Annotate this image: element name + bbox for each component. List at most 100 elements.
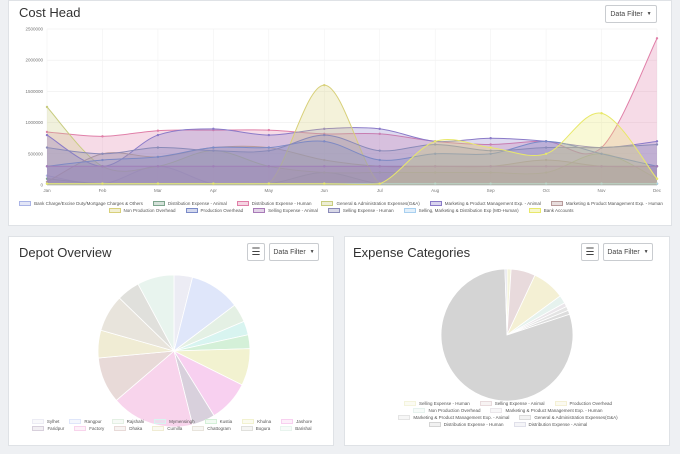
legend-label: Rangpur xyxy=(84,419,102,424)
expense-legend-item[interactable]: Production Overhead xyxy=(554,401,612,406)
data-point xyxy=(544,158,548,162)
depot-legend-item[interactable]: Jashore xyxy=(281,419,312,424)
data-point xyxy=(45,177,49,180)
legend-label: Non Production Overhead xyxy=(123,208,176,213)
cost-head-legend-item[interactable]: Selling Expense - Human xyxy=(327,208,394,213)
depot-legend-item[interactable]: Barishal xyxy=(280,426,312,431)
y-tick-label: 2500000 xyxy=(25,27,43,32)
series-line xyxy=(46,140,658,167)
legend-swatch xyxy=(398,415,411,420)
data-point xyxy=(45,133,49,137)
data-point xyxy=(45,174,49,177)
depot-legend-item[interactable]: Factory xyxy=(74,426,104,431)
depot-legend-item[interactable]: Cumilla xyxy=(152,426,182,431)
data-point xyxy=(544,146,548,149)
data-point xyxy=(489,152,492,155)
cost-head-legend-item[interactable]: Selling, Marketing & Distribution Exp (M… xyxy=(403,208,519,213)
cost-head-legend-item[interactable]: Distribution Expense - Animal xyxy=(152,201,227,206)
legend-swatch xyxy=(428,422,441,427)
expense-legend-item[interactable]: Marketing & Product Management Exp. - Hu… xyxy=(490,408,603,413)
cost-head-legend-item[interactable]: Selling Expense - Animal xyxy=(253,208,318,213)
depot-legend-item[interactable]: Faridpur xyxy=(32,426,64,431)
expense-legend-item[interactable]: Distribution Expense - Human xyxy=(428,422,504,427)
data-point xyxy=(323,133,326,137)
legend-label: Chattogram xyxy=(207,426,231,431)
depot-legend-item[interactable]: Dhaka xyxy=(114,426,142,431)
cost-head-legend-item[interactable]: Non Production Overhead xyxy=(108,208,176,213)
legend-swatch xyxy=(490,408,503,413)
series-area xyxy=(47,146,657,185)
data-point xyxy=(212,149,215,152)
data-point xyxy=(45,165,49,168)
legend-swatch xyxy=(554,401,567,406)
legend-label: Factory xyxy=(89,426,105,431)
legend-label: Marketing & Product Management Exp. - Hu… xyxy=(505,408,603,413)
cost-head-filter-button[interactable]: Data Filter ▼ xyxy=(605,5,657,23)
legend-label: Selling Expense - Animal xyxy=(494,401,545,406)
depot-legend-item[interactable]: Chattogram xyxy=(192,426,231,431)
data-point xyxy=(267,165,271,168)
depot-legend-item[interactable]: Khulna xyxy=(242,419,271,424)
depot-legend-item[interactable]: Kustia xyxy=(204,419,232,424)
cost-head-legend-item[interactable]: Marketing & Product Management Exp. - An… xyxy=(429,201,541,206)
legend-swatch xyxy=(519,415,532,420)
depot-legend-item[interactable]: Rajshahi xyxy=(111,419,144,424)
legend-label: Jashore xyxy=(296,419,313,424)
expense-legend-item[interactable]: Marketing & Product Management Exp. - An… xyxy=(398,415,509,420)
expense-list-button[interactable]: ☰ xyxy=(581,243,599,261)
legend-swatch xyxy=(403,401,416,406)
data-point xyxy=(45,180,49,184)
caret-down-icon: ▼ xyxy=(309,249,315,255)
data-point xyxy=(489,182,492,185)
expense-legend-item[interactable]: Selling Expense - Human xyxy=(403,401,470,406)
depot-list-button[interactable]: ☰ xyxy=(247,243,265,261)
data-point xyxy=(544,140,548,143)
cost-head-card: Cost Head Data Filter ▼ 0 500000 1000000 150… xyxy=(8,0,672,226)
legend-swatch xyxy=(69,419,82,424)
data-point xyxy=(156,133,160,137)
series-area xyxy=(47,140,657,185)
filter-label: Data Filter xyxy=(273,248,306,256)
legend-swatch xyxy=(31,419,44,424)
cost-head-legend-item[interactable]: Bank Charge/Excise Duty/Mortgage Charges… xyxy=(19,201,143,206)
legend-swatch xyxy=(185,208,198,213)
depot-legend-item[interactable]: Bogura xyxy=(240,426,271,431)
y-tick-label: 500000 xyxy=(28,151,44,156)
cost-head-legend-item[interactable]: General & Administration Expenses(G&A) xyxy=(321,201,420,206)
cost-head-legend-item[interactable]: Bank Accounts xyxy=(528,208,573,213)
legend-swatch xyxy=(111,419,124,424)
legend-label: General & Administration Expenses(G&A) xyxy=(534,415,618,420)
cost-head-legend-item[interactable]: Distribution Expense - Human xyxy=(236,201,311,206)
legend-label: Faridpur xyxy=(47,426,65,431)
cost-head-legend-item[interactable]: Production Overhead xyxy=(185,208,243,213)
legend-swatch xyxy=(281,419,294,424)
expense-legend-item[interactable]: Non Production Overhead xyxy=(413,408,480,413)
legend-label: Bogura xyxy=(255,426,271,431)
legend-label: General & Administration Expenses(G&A) xyxy=(336,201,420,206)
data-point xyxy=(156,129,160,132)
data-point xyxy=(156,146,160,149)
depot-legend: Sylhet Rangpur Rajshahi Mymensingh Kustia Khu… xyxy=(9,419,335,431)
data-point xyxy=(267,182,271,185)
series-area xyxy=(47,85,657,185)
legend-swatch xyxy=(19,201,32,206)
data-point xyxy=(378,158,381,162)
data-point xyxy=(378,132,381,136)
x-tick-label: Oct xyxy=(543,188,551,193)
expense-filter-button[interactable]: Data Filter ▼ xyxy=(603,243,653,261)
expense-legend-item[interactable]: Distribution Expense - Animal xyxy=(513,422,587,427)
cost-head-legend-item[interactable]: Marketing & Product Management Exp. - Hu… xyxy=(550,201,663,206)
depot-legend-item[interactable]: Rangpur xyxy=(69,419,102,424)
expense-legend-item[interactable]: Selling Expense - Animal xyxy=(479,401,545,406)
legend-swatch xyxy=(74,426,87,431)
data-point xyxy=(489,165,492,168)
depot-legend-item[interactable]: Sylhet xyxy=(31,419,59,424)
cost-head-title: Cost Head xyxy=(19,5,81,20)
legend-label: Marketing & Product Management Exp. - An… xyxy=(413,415,510,420)
depot-legend-item[interactable]: Mymensingh xyxy=(154,419,195,424)
legend-label: Selling, Marketing & Distribution Exp (M… xyxy=(418,208,519,213)
depot-filter-button[interactable]: Data Filter ▼ xyxy=(269,243,319,261)
expense-legend-item[interactable]: General & Administration Expenses(G&A) xyxy=(519,415,618,420)
data-point xyxy=(378,182,381,185)
legend-label: Selling Expense - Animal xyxy=(268,208,318,213)
